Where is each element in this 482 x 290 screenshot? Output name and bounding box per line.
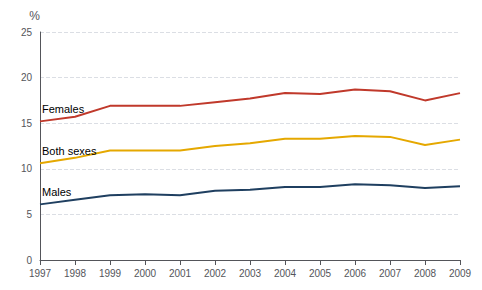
svg-text:1999: 1999 <box>99 268 122 279</box>
svg-text:2006: 2006 <box>344 268 367 279</box>
svg-text:2007: 2007 <box>379 268 402 279</box>
svg-text:25: 25 <box>21 27 33 38</box>
svg-text:2001: 2001 <box>169 268 192 279</box>
svg-text:%: % <box>29 9 40 23</box>
svg-text:10: 10 <box>21 163 33 174</box>
svg-text:Females: Females <box>42 103 85 115</box>
svg-text:2000: 2000 <box>134 268 157 279</box>
svg-text:2002: 2002 <box>204 268 227 279</box>
svg-text:20: 20 <box>21 72 33 83</box>
svg-text:15: 15 <box>21 118 33 129</box>
svg-text:Males: Males <box>42 186 72 198</box>
svg-text:2008: 2008 <box>414 268 437 279</box>
svg-text:Both sexes: Both sexes <box>42 145 97 157</box>
svg-text:2003: 2003 <box>239 268 262 279</box>
svg-text:1998: 1998 <box>64 268 87 279</box>
svg-text:2009: 2009 <box>449 268 472 279</box>
svg-text:2005: 2005 <box>309 268 332 279</box>
svg-text:2004: 2004 <box>274 268 297 279</box>
svg-text:5: 5 <box>26 209 32 220</box>
svg-text:1997: 1997 <box>29 268 52 279</box>
svg-text:0: 0 <box>26 255 32 266</box>
